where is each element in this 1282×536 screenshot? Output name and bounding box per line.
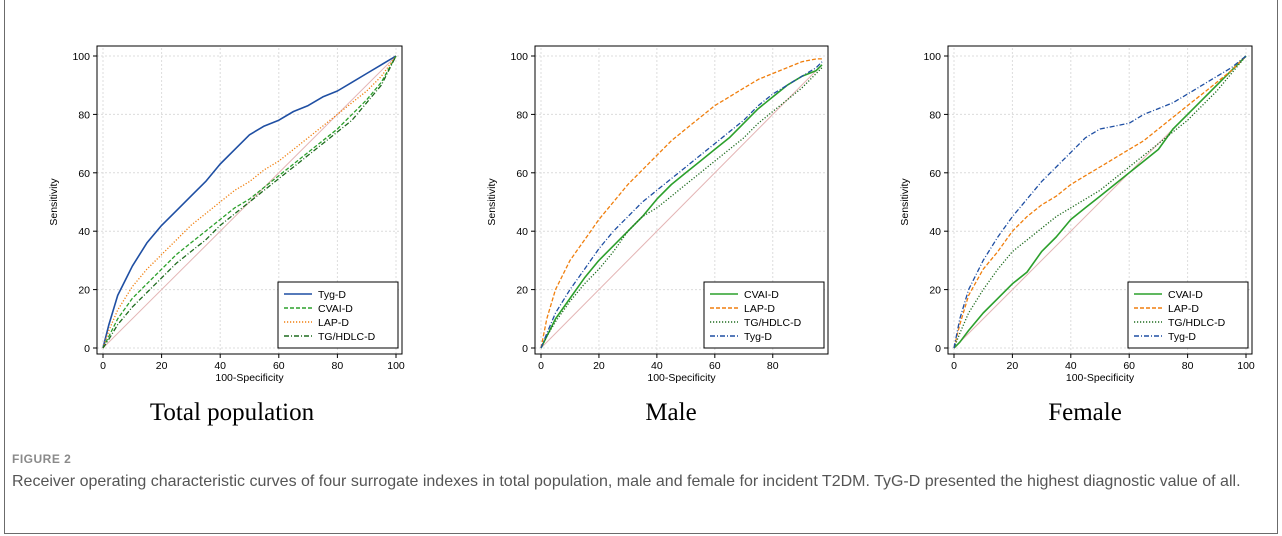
x-tick-label: 80 bbox=[1182, 360, 1194, 372]
roc-curve-cvai-d bbox=[540, 64, 823, 349]
roc-panel-0: 0 20 40 60 80 100 0 20 40 60 80 100 100-Specificity S… bbox=[48, 45, 405, 426]
y-tick-label: 60 bbox=[78, 168, 90, 180]
x-tick-label: 60 bbox=[709, 360, 721, 372]
legend-box bbox=[1127, 281, 1249, 349]
panel-title: Total population bbox=[150, 399, 315, 426]
y-axis-label: Sensitivity bbox=[48, 178, 60, 226]
plot-frame bbox=[947, 45, 1253, 355]
legend-label: CVAI-D bbox=[1168, 289, 1203, 301]
x-tick-label: 20 bbox=[593, 360, 605, 372]
x-tick-label: 0 bbox=[538, 360, 544, 372]
legend-label: LAP-D bbox=[1168, 303, 1199, 315]
y-tick-label: 80 bbox=[516, 109, 528, 121]
x-tick-label: 60 bbox=[273, 360, 285, 372]
figure-caption: Receiver operating characteristic curves… bbox=[12, 473, 1241, 490]
y-tick-label: 100 bbox=[923, 51, 941, 63]
roc-curve-tyg-d bbox=[953, 55, 1247, 349]
y-tick-label: 20 bbox=[516, 285, 528, 297]
y-tick-label: 60 bbox=[929, 168, 941, 180]
x-axis-label: 100-Specificity bbox=[215, 372, 284, 384]
x-tick-label: 20 bbox=[156, 360, 168, 372]
legend-label: TG/HDLC-D bbox=[318, 331, 376, 343]
y-tick-label: 100 bbox=[510, 51, 528, 63]
legend-label: CVAI-D bbox=[318, 303, 353, 315]
legend-box bbox=[277, 281, 399, 349]
legend-label: LAP-D bbox=[318, 317, 349, 329]
x-tick-label: 100 bbox=[1237, 360, 1255, 372]
x-axis-label: 100-Specificity bbox=[647, 372, 716, 384]
y-axis-label: Sensitivity bbox=[899, 178, 911, 226]
roc-curve-cvai-d bbox=[953, 55, 1247, 349]
legend-label: CVAI-D bbox=[744, 289, 779, 301]
roc-curve-tyg-d bbox=[540, 61, 823, 349]
plot-frame bbox=[534, 45, 829, 355]
y-tick-label: 80 bbox=[78, 109, 90, 121]
reference-diagonal bbox=[102, 55, 397, 349]
roc-curve-tg-hdlc-d bbox=[953, 55, 1247, 349]
panel-title: Male bbox=[645, 399, 696, 426]
x-tick-label: 60 bbox=[1123, 360, 1135, 372]
legend-label: TG/HDLC-D bbox=[1168, 317, 1226, 329]
roc-curve-tyg-d bbox=[102, 55, 397, 349]
y-tick-label: 60 bbox=[516, 168, 528, 180]
figure-label: FIGURE 2 bbox=[12, 452, 72, 466]
x-axis-label: 100-Specificity bbox=[1066, 372, 1135, 384]
legend-box bbox=[703, 281, 825, 349]
y-tick-label: 0 bbox=[935, 343, 941, 355]
plot-frame bbox=[96, 45, 403, 355]
roc-figure: 0 20 40 60 80 100 0 20 40 60 80 100 100-Specificity S… bbox=[48, 45, 1255, 426]
roc-panel-2: 0 20 40 60 80 100 0 20 40 60 80 100 100-Specificity S… bbox=[899, 45, 1255, 426]
legend-label: Tyg-D bbox=[1168, 331, 1196, 343]
x-tick-label: 40 bbox=[1065, 360, 1077, 372]
y-axis-label: Sensitivity bbox=[486, 178, 498, 226]
roc-curve-lap-d bbox=[540, 58, 822, 349]
x-tick-label: 0 bbox=[100, 360, 106, 372]
y-tick-label: 0 bbox=[84, 343, 90, 355]
x-tick-label: 80 bbox=[332, 360, 344, 372]
panel-title: Female bbox=[1048, 399, 1122, 426]
roc-panel-1: 0 20 40 60 80 0 20 40 60 80 100 100-Specificity Sens… bbox=[486, 45, 829, 426]
y-tick-label: 40 bbox=[516, 226, 528, 238]
x-tick-label: 40 bbox=[214, 360, 226, 372]
legend-label: LAP-D bbox=[744, 303, 775, 315]
y-tick-label: 40 bbox=[78, 226, 90, 238]
reference-diagonal bbox=[540, 64, 823, 349]
y-tick-label: 20 bbox=[78, 285, 90, 297]
x-tick-label: 40 bbox=[651, 360, 663, 372]
y-tick-label: 100 bbox=[72, 51, 90, 63]
legend-label: Tyg-D bbox=[318, 289, 346, 301]
x-tick-label: 100 bbox=[387, 360, 405, 372]
x-tick-label: 0 bbox=[951, 360, 957, 372]
roc-curve-tg-hdlc-d bbox=[102, 55, 397, 349]
x-tick-label: 80 bbox=[767, 360, 779, 372]
legend-label: TG/HDLC-D bbox=[744, 317, 802, 329]
x-tick-label: 20 bbox=[1007, 360, 1019, 372]
roc-curve-lap-d bbox=[953, 55, 1247, 349]
figure-frame bbox=[4, 0, 1278, 534]
roc-curve-cvai-d bbox=[102, 55, 397, 349]
y-tick-label: 80 bbox=[929, 109, 941, 121]
roc-curve-tg-hdlc-d bbox=[540, 67, 823, 349]
legend-label: Tyg-D bbox=[744, 331, 772, 343]
y-tick-label: 40 bbox=[929, 226, 941, 238]
y-tick-label: 0 bbox=[522, 343, 528, 355]
y-tick-label: 20 bbox=[929, 285, 941, 297]
